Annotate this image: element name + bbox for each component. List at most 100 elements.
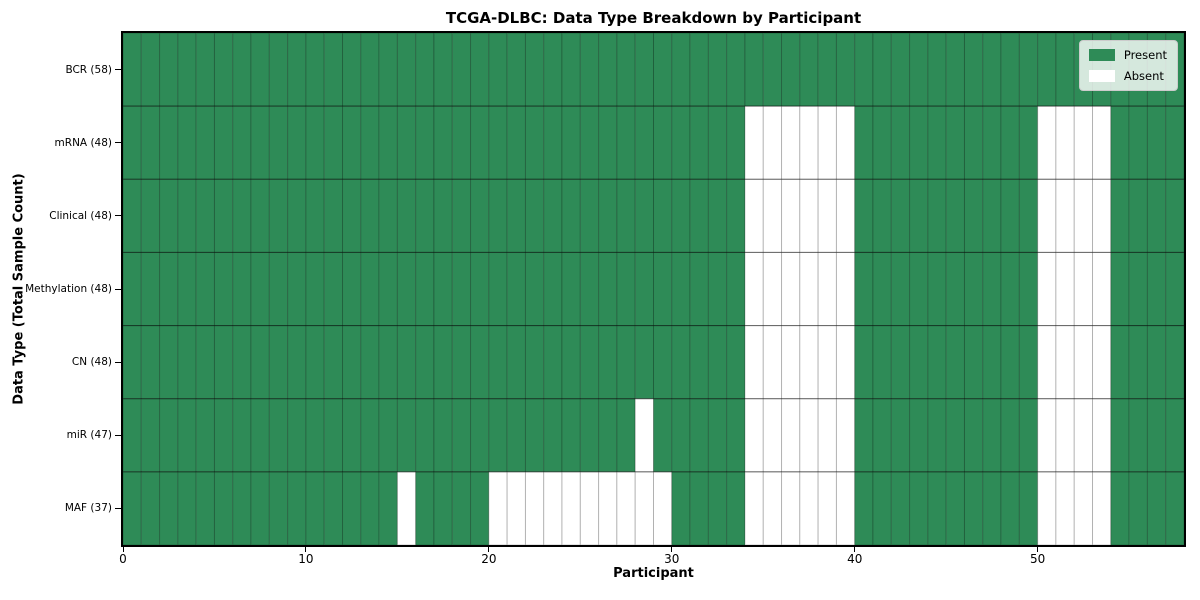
grid-cell-CN-12	[342, 325, 362, 400]
x-tick-mark	[671, 547, 673, 552]
grid-cell-Methylation-8	[268, 251, 289, 327]
grid-cell-CN-10	[305, 325, 325, 400]
grid-cell-Methylation-22	[524, 251, 545, 327]
grid-cell-CN-9	[287, 325, 307, 400]
grid-cell-CN-18	[451, 325, 472, 400]
grid-cell-mRNA-43	[909, 105, 929, 180]
grid-cell-BCR-34	[744, 33, 764, 107]
grid-cell-Methylation-10	[305, 251, 325, 327]
grid-cell-BCR-17	[433, 33, 453, 107]
grid-cell-miR-28	[634, 398, 655, 473]
grid-cell-mRNA-4	[195, 105, 215, 180]
grid-cell-MAF-50	[1037, 471, 1057, 545]
grid-cell-Clinical-8	[268, 178, 289, 253]
grid-cell-CN-38	[817, 325, 837, 400]
grid-cell-Clinical-10	[305, 178, 325, 253]
legend-item-present: Present	[1088, 48, 1167, 62]
grid-cell-miR-22	[524, 398, 545, 473]
grid-cell-miR-35	[762, 398, 783, 473]
grid-cell-miR-43	[909, 398, 929, 473]
grid-cell-Methylation-40	[854, 251, 874, 327]
grid-cell-Clinical-44	[927, 178, 947, 253]
grid-cell-Methylation-32	[707, 251, 728, 327]
grid-cell-CN-0	[123, 325, 142, 400]
y-tick-label-BCR: BCR (58)	[65, 63, 112, 76]
grid-cell-CN-31	[689, 325, 709, 400]
grid-cell-mRNA-12	[342, 105, 362, 180]
grid-cell-CN-55	[1128, 325, 1148, 400]
grid-cell-mRNA-51	[1055, 105, 1075, 180]
grid-cell-CN-8	[268, 325, 289, 400]
grid-cell-BCR-12	[342, 33, 362, 107]
grid-cell-Clinical-54	[1110, 178, 1130, 253]
grid-cell-Clinical-51	[1055, 178, 1075, 253]
grid-cell-BCR-47	[982, 33, 1002, 107]
grid-cell-BCR-7	[250, 33, 270, 107]
grid-cell-mRNA-34	[744, 105, 764, 180]
grid-cell-Methylation-28	[634, 251, 655, 327]
grid-cell-MAF-56	[1146, 471, 1167, 545]
grid-cell-Methylation-43	[909, 251, 929, 327]
grid-cell-mRNA-15	[396, 105, 417, 180]
grid-cell-BCR-22	[524, 33, 545, 107]
grid-cell-MAF-32	[707, 471, 728, 545]
grid-cell-Methylation-6	[232, 251, 252, 327]
grid-cell-MAF-16	[415, 471, 435, 545]
grid-cell-MAF-49	[1018, 471, 1039, 545]
grid-cell-miR-4	[195, 398, 215, 473]
grid-cell-mRNA-49	[1018, 105, 1039, 180]
grid-cell-Clinical-35	[762, 178, 783, 253]
grid-cell-Clinical-39	[835, 178, 856, 253]
grid-cell-MAF-26	[598, 471, 618, 545]
grid-cell-BCR-38	[817, 33, 837, 107]
grid-cell-MAF-4	[195, 471, 215, 545]
grid-cell-BCR-8	[268, 33, 289, 107]
grid-cell-CN-52	[1073, 325, 1094, 400]
grid-cell-MAF-6	[232, 471, 252, 545]
grid-cell-MAF-2	[159, 471, 179, 545]
grid-cell-BCR-27	[616, 33, 636, 107]
grid-cell-Clinical-45	[945, 178, 965, 253]
grid-cell-Clinical-24	[561, 178, 581, 253]
grid-cell-Methylation-0	[123, 251, 142, 327]
y-tick-mark	[115, 507, 121, 509]
grid-cell-MAF-38	[817, 471, 837, 545]
grid-cell-Clinical-20	[488, 178, 508, 253]
grid-cell-Clinical-3	[177, 178, 197, 253]
grid-cell-Clinical-36	[781, 178, 801, 253]
grid-cell-CN-13	[360, 325, 380, 400]
grid-cell-BCR-0	[123, 33, 142, 107]
grid-cell-miR-45	[945, 398, 965, 473]
grid-cell-Methylation-48	[1000, 251, 1020, 327]
grid-cell-miR-47	[982, 398, 1002, 473]
grid-cell-BCR-20	[488, 33, 508, 107]
grid-cell-miR-36	[781, 398, 801, 473]
grid-cell-CN-39	[835, 325, 856, 400]
grid-cell-BCR-23	[543, 33, 563, 107]
grid-cell-miR-13	[360, 398, 380, 473]
grid-cell-Clinical-19	[470, 178, 490, 253]
grid-cell-MAF-22	[524, 471, 545, 545]
x-axis-label: Participant	[613, 566, 694, 581]
grid-cell-CN-1	[140, 325, 161, 400]
grid-cell-MAF-17	[433, 471, 453, 545]
grid-cell-Methylation-52	[1073, 251, 1094, 327]
grid-cell-BCR-18	[451, 33, 472, 107]
grid-cell-mRNA-41	[872, 105, 892, 180]
grid-cell-mRNA-0	[123, 105, 142, 180]
grid-cell-BCR-43	[909, 33, 929, 107]
y-tick-label-MAF: MAF (37)	[64, 502, 112, 515]
grid-cell-miR-12	[342, 398, 362, 473]
grid-cell-Clinical-26	[598, 178, 618, 253]
grid-cell-Methylation-38	[817, 251, 837, 327]
grid-cell-MAF-48	[1000, 471, 1020, 545]
grid-cell-MAF-8	[268, 471, 289, 545]
grid-cell-BCR-37	[799, 33, 819, 107]
y-tick-label-miR: miR (47)	[66, 429, 112, 442]
grid-cell-mRNA-29	[653, 105, 673, 180]
grid-cell-MAF-46	[963, 471, 984, 545]
grid-cell-miR-2	[159, 398, 179, 473]
grid-cell-Methylation-3	[177, 251, 197, 327]
grid-cell-miR-17	[433, 398, 453, 473]
plot-area: Present Absent	[121, 31, 1186, 547]
